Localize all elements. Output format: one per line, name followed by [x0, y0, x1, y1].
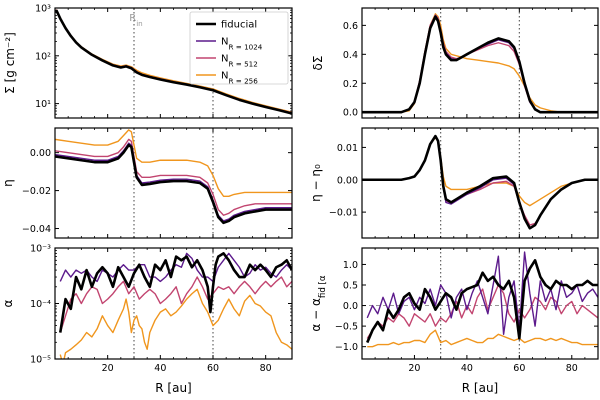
y-tick-label: 1.0	[343, 260, 358, 271]
y-axis-label: α	[1, 299, 15, 307]
y-axis-label: η	[1, 179, 15, 187]
legend-label: NR = 256	[221, 71, 258, 86]
y-tick-label: 0.4	[343, 50, 358, 61]
y-tick-label: 10³	[35, 4, 51, 15]
legend-box	[189, 11, 289, 85]
series-line-fiducial	[366, 259, 598, 344]
y-tick-label: −0.04	[22, 224, 51, 235]
y-tick-label: −0.5	[335, 322, 358, 333]
y-tick-label: 0.2	[343, 79, 358, 90]
series-line-fiducial	[55, 143, 292, 225]
x-tick-label: 40	[154, 363, 166, 374]
panel-sigma: 10¹ 10² 10³ Σ [g cm⁻²] Rin	[3, 4, 293, 119]
y-axis-label: α − αfid [α	[309, 275, 328, 332]
y-tick-label: 0.6	[343, 21, 358, 32]
y-tick-label: 10⁻⁵	[30, 355, 51, 366]
y-axis-label: δΣ	[311, 56, 325, 71]
x-tick-label: 80	[566, 363, 578, 374]
series-line-n-r-256	[367, 329, 598, 348]
series-line-fiducial	[58, 252, 292, 333]
x-axis-label: R [au]	[462, 381, 498, 395]
series-line-n-r-512	[55, 138, 292, 216]
x-tick-label: 80	[260, 363, 272, 374]
series-line-n-r-512	[362, 14, 598, 113]
panel-eta: 0.00 −0.02 −0.04 η	[1, 127, 293, 239]
panel-deta: 0.01 0.00 −0.01 η − η₀	[309, 127, 599, 239]
series-line-n-r-256	[55, 129, 292, 197]
panel-alpha: 20 40 60 80 10⁻⁵ 10⁻⁴ 10⁻³ α R [au]	[1, 244, 293, 395]
x-tick-label: 40	[461, 363, 473, 374]
y-tick-label: −1.0	[335, 342, 358, 353]
series-line-n-r-1024	[362, 135, 598, 229]
legend-label: fiducial	[221, 20, 257, 31]
y-tick-label: 0.0	[343, 108, 358, 119]
y-tick-label: −0.02	[22, 186, 51, 197]
series-line-n-r-512	[366, 284, 598, 339]
y-tick-label: 0.00	[337, 175, 358, 186]
series-line-n-r-256	[59, 288, 292, 359]
series-line-n-r-1024	[55, 142, 292, 222]
panel-dalpha: 20 40 60 80 1.0 0.5 0.0 −0.5 −1.0 α − αfid [α R [a…	[309, 247, 599, 395]
axes-frame	[361, 7, 599, 119]
x-axis-label: R [au]	[155, 381, 191, 395]
legend-label: NR = 1024	[221, 37, 263, 52]
series-line-fiducial	[55, 9, 292, 115]
x-tick-label: 20	[102, 363, 114, 374]
annotation-r-in: Rin	[129, 13, 143, 28]
series-line-n-r-256	[362, 137, 598, 207]
series-line-fiducial	[362, 134, 598, 230]
y-tick-label: 0.0	[343, 301, 358, 312]
y-tick-label: 10¹	[35, 99, 51, 110]
y-axis-label: Σ [g cm⁻²]	[3, 32, 17, 94]
y-tick-label: 10²	[35, 51, 51, 62]
series-line-fiducial	[362, 15, 598, 114]
axes-frame	[361, 127, 599, 239]
panel-dsigma: 0.0 0.2 0.4 0.6 δΣ	[311, 7, 599, 119]
series-line-n-r-512	[59, 276, 292, 333]
y-tick-label: −0.01	[329, 208, 358, 219]
series-line-n-r-1024	[366, 251, 598, 336]
y-axis-label: η − η₀	[309, 164, 323, 202]
series-line-n-r-256	[362, 13, 598, 113]
y-tick-label: 10⁻⁴	[30, 299, 51, 310]
y-tick-label: 0.00	[30, 148, 51, 159]
y-tick-label: 10⁻³	[30, 244, 51, 255]
y-tick-label: 0.5	[343, 281, 358, 292]
legend-label: NR = 512	[221, 54, 258, 69]
x-tick-label: 60	[513, 363, 525, 374]
x-tick-label: 20	[408, 363, 420, 374]
series-line-n-r-1024	[362, 14, 598, 113]
x-tick-label: 60	[207, 363, 219, 374]
y-tick-label: 0.01	[337, 143, 358, 154]
legend: fiducial NR = 1024 NR = 512 NR = 256	[189, 11, 289, 86]
